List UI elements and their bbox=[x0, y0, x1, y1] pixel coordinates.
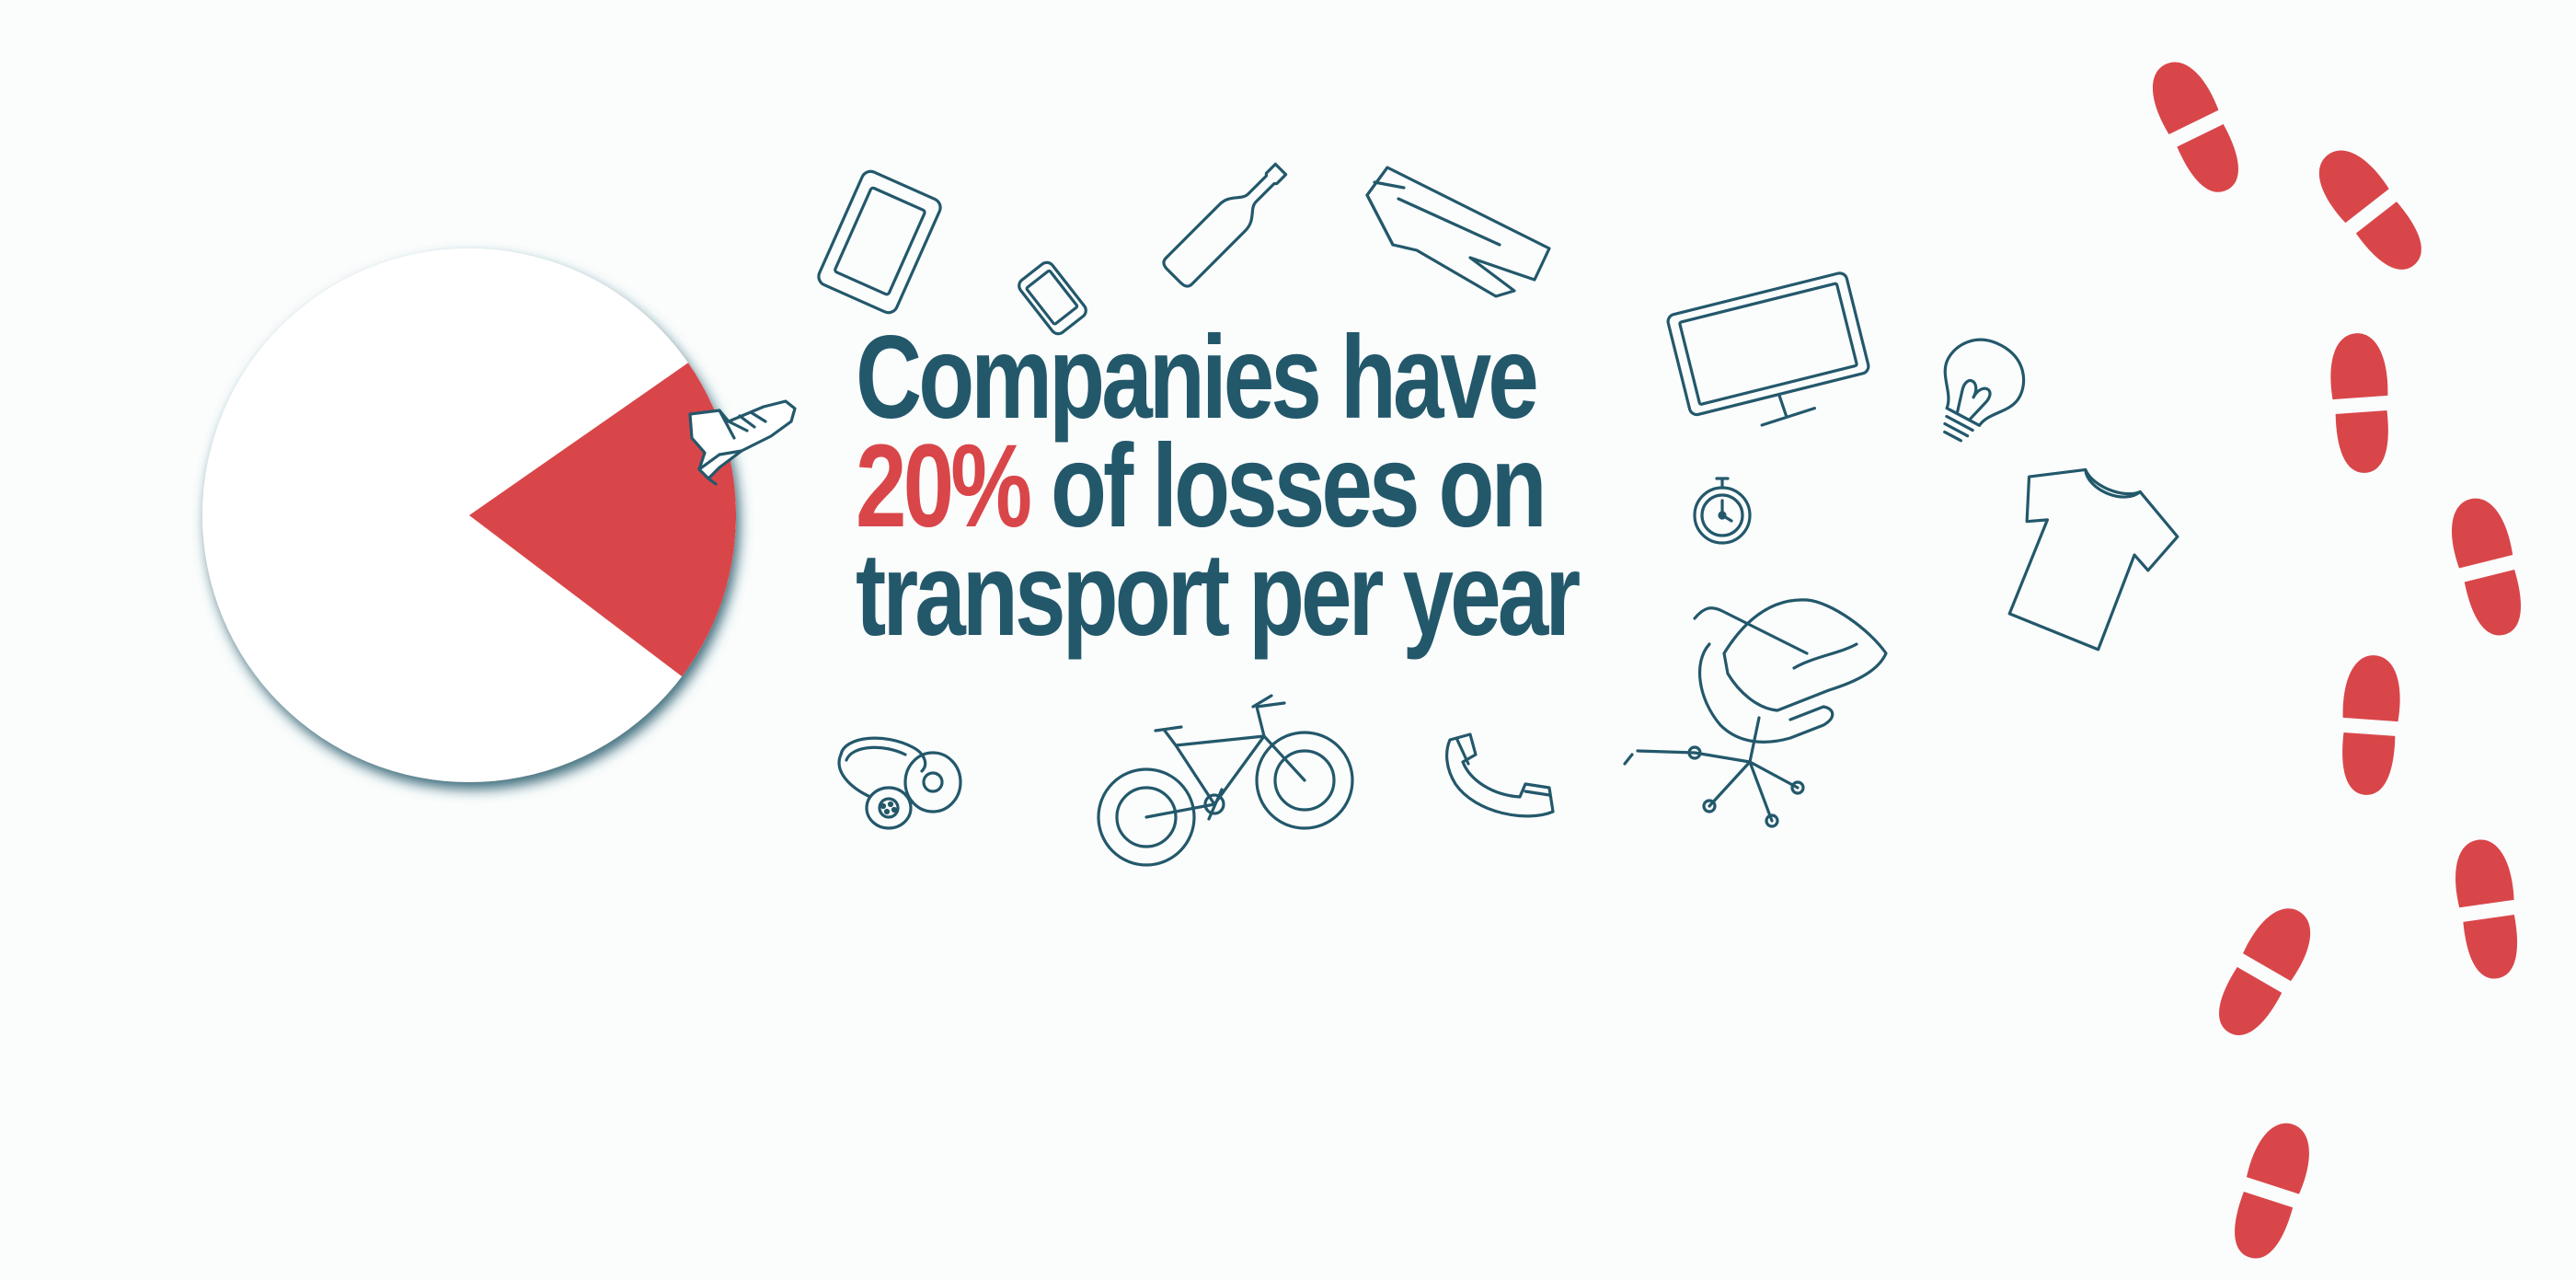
footprint bbox=[2330, 333, 2388, 473]
pie-slice-highlight bbox=[469, 363, 737, 677]
footprint bbox=[2342, 655, 2400, 795]
pie-chart bbox=[202, 248, 737, 782]
footprint bbox=[2318, 150, 2421, 270]
headline-line-2-rest: of losses on bbox=[1029, 421, 1547, 552]
footprint bbox=[2452, 498, 2521, 636]
headphones-icon bbox=[837, 736, 962, 830]
headline-line-1: Companies have bbox=[856, 312, 1539, 444]
footprint bbox=[2235, 1123, 2309, 1259]
monitor-icon bbox=[1666, 271, 1870, 427]
headline-line-3: transport per year bbox=[856, 529, 1581, 661]
headline-line-2: 20% of losses on bbox=[856, 428, 1547, 546]
bicycle-icon bbox=[1097, 694, 1354, 867]
footprint bbox=[2219, 908, 2311, 1036]
light-bulb-icon bbox=[1943, 338, 2026, 443]
smartphone-icon bbox=[1018, 260, 1087, 336]
headline-percent: 20% bbox=[856, 421, 1032, 552]
footprint bbox=[2153, 62, 2238, 192]
footprints-icon bbox=[2153, 62, 2521, 1259]
pie-slices bbox=[202, 248, 737, 782]
office-chair-icon bbox=[1623, 598, 1888, 828]
bottle-icon bbox=[1162, 162, 1288, 288]
tablet-icon bbox=[817, 169, 942, 315]
footprint bbox=[2455, 839, 2518, 979]
telephone-handset-icon bbox=[1445, 732, 1555, 818]
t-shirt-icon bbox=[2007, 467, 2179, 652]
trousers-icon bbox=[1365, 166, 1551, 298]
sneaker-icon bbox=[688, 399, 797, 486]
headline: Companies have 20% of losses on transpor… bbox=[856, 312, 1647, 661]
stopwatch-icon bbox=[1693, 477, 1752, 545]
